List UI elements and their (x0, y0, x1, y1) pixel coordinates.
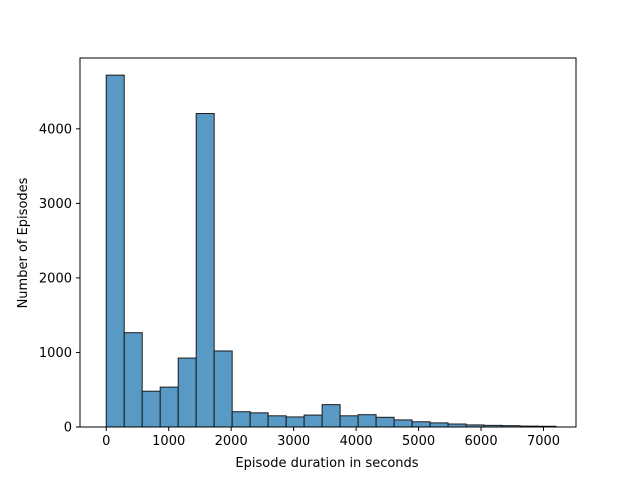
histogram-bar-13 (339, 415, 359, 428)
x-tick-label-4: 4000 (340, 434, 373, 449)
y-axis-label: Number of Episodes (16, 177, 31, 308)
histogram-bar-12 (321, 404, 341, 428)
y-tick-label-4: 4000 (39, 122, 72, 137)
x-tick-label-7: 7000 (527, 434, 560, 449)
histogram-bar-7 (231, 411, 251, 428)
axes-frame (79, 57, 577, 428)
y-tick-label-3: 3000 (39, 197, 72, 212)
y-tick-label-2: 2000 (39, 271, 72, 286)
histogram-bar-1 (123, 332, 143, 428)
histogram-bar-11 (303, 414, 323, 428)
x-tick-label-6: 6000 (465, 434, 498, 449)
histogram-bar-2 (141, 390, 161, 428)
x-tick-label-5: 5000 (402, 434, 435, 449)
y-tick-label-1: 1000 (39, 346, 72, 361)
histogram-bar-15 (375, 416, 395, 428)
histogram-bar-6 (213, 350, 233, 428)
histogram-bar-3 (159, 386, 179, 428)
histogram-bar-14 (357, 414, 377, 428)
histogram-bar-4 (177, 357, 197, 428)
histogram-bar-18 (429, 422, 449, 428)
histogram-bar-5 (195, 113, 215, 428)
y-tick-label-0: 0 (64, 421, 72, 436)
x-tick-label-3: 3000 (277, 434, 310, 449)
histogram-bar-16 (393, 419, 413, 428)
histogram-bar-10 (285, 416, 305, 428)
histogram-bars (105, 74, 557, 428)
histogram-bar-9 (267, 415, 287, 428)
y-axis-ticks: 0 1000 2000 3000 4000 (39, 122, 80, 436)
x-axis-ticks: 0 1000 2000 3000 4000 5000 6000 7000 (102, 427, 560, 449)
histogram-bar-0 (105, 74, 125, 428)
x-axis-label: Episode duration in seconds (235, 456, 418, 471)
x-tick-label-2: 2000 (215, 434, 248, 449)
histogram-bar-17 (411, 421, 431, 428)
x-tick-label-1: 1000 (152, 434, 185, 449)
histogram-bar-8 (249, 412, 269, 428)
x-tick-label-0: 0 (102, 434, 110, 449)
